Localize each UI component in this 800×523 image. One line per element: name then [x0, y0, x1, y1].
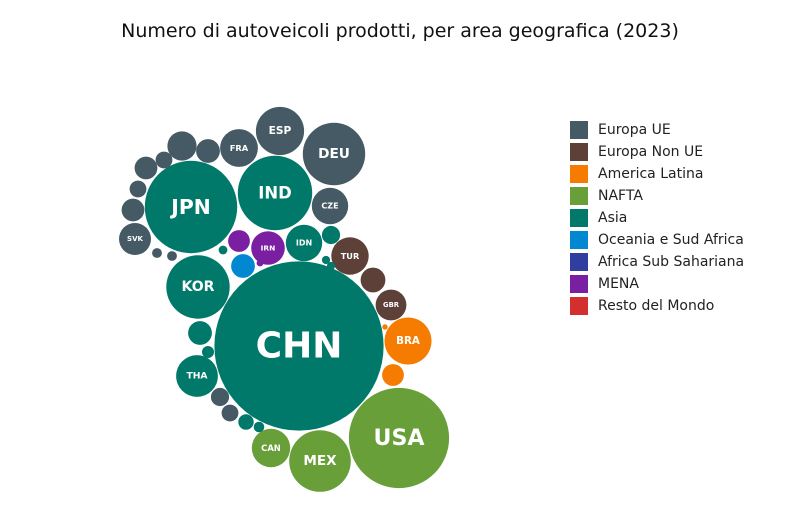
bubble-bra: [384, 317, 432, 365]
bubble-tha: [176, 355, 218, 397]
bubble-deu: [302, 122, 366, 186]
bubble-label-kor: KOR: [182, 279, 215, 295]
bubble-kor: [166, 255, 230, 319]
legend-swatch: [570, 121, 588, 139]
bubble-cze: [311, 187, 349, 225]
bubble-unlabeled: [238, 414, 254, 430]
bubble-tur: [331, 237, 369, 275]
bubble-label-gbr: GBR: [383, 301, 400, 309]
bubble-unlabeled: [218, 245, 228, 255]
legend-swatch: [570, 297, 588, 315]
bubble-unlabeled: [167, 251, 177, 261]
bubble-label-tur: TUR: [341, 251, 360, 261]
bubble-unlabeled: [321, 255, 331, 265]
bubble-label-cze: CZE: [321, 202, 338, 211]
bubble-unlabeled: [202, 346, 214, 358]
legend-swatch: [570, 275, 588, 293]
legend: Europa UE Europa Non UE America Latina NAFT…: [570, 119, 744, 317]
bubble-unlabeled: [228, 230, 250, 252]
bubble-label-ind: IND: [258, 184, 291, 203]
bubble-unlabeled: [152, 248, 162, 258]
bubble-fra: [220, 129, 258, 167]
bubble-label-chn: CHN: [256, 326, 343, 367]
legend-item[interactable]: NAFTA: [570, 185, 744, 207]
bubble-unlabeled: [231, 254, 255, 278]
bubble-unlabeled: [188, 321, 212, 345]
bubble-chn: [214, 261, 384, 431]
bubble-unlabeled: [360, 267, 386, 293]
legend-label: Resto del Mondo: [598, 298, 715, 314]
legend-swatch: [570, 209, 588, 227]
bubble-label-svk: SVK: [127, 235, 143, 243]
legend-item[interactable]: Europa UE: [570, 119, 744, 141]
legend-item[interactable]: Europa Non UE: [570, 141, 744, 163]
legend-swatch: [570, 143, 588, 161]
legend-item[interactable]: MENA: [570, 273, 744, 295]
legend-label: MENA: [598, 276, 639, 292]
bubble-unlabeled: [221, 404, 239, 422]
bubble-svk: [119, 223, 151, 255]
bubble-jpn: [144, 160, 238, 254]
legend-swatch: [570, 253, 588, 271]
bubble-label-fra: FRA: [230, 143, 249, 153]
chart-title: Numero di autoveicoli prodotti, per area…: [121, 20, 679, 42]
legend-label: Europa UE: [598, 122, 671, 138]
bubble-label-can: CAN: [261, 443, 281, 453]
bubble-usa: [348, 387, 450, 489]
bubble-label-esp: ESP: [269, 125, 292, 137]
legend-label: Europa Non UE: [598, 144, 704, 160]
legend-swatch: [570, 187, 588, 205]
bubble-label-usa: USA: [374, 425, 425, 451]
bubble-unlabeled: [321, 225, 341, 245]
bubble-unlabeled: [129, 180, 147, 198]
bubble-label-idn: IDN: [296, 239, 312, 248]
legend-swatch: [570, 165, 588, 183]
bubble-unlabeled: [121, 198, 145, 222]
bubble-unlabeled: [196, 139, 220, 163]
bubble-label-deu: DEU: [318, 146, 350, 162]
legend-swatch: [570, 231, 588, 249]
bubble-unlabeled: [326, 261, 336, 271]
bubble-unlabeled: [167, 131, 197, 161]
bubble-unlabeled: [253, 421, 265, 433]
legend-item[interactable]: Africa Sub Sahariana: [570, 251, 744, 273]
bubble-label-mex: MEX: [303, 453, 337, 469]
bubble-ind: [237, 155, 313, 231]
legend-label: Oceania e Sud Africa: [598, 232, 744, 248]
legend-item[interactable]: Resto del Mondo: [570, 295, 744, 317]
legend-item[interactable]: Oceania e Sud Africa: [570, 229, 744, 251]
legend-label: America Latina: [598, 166, 704, 182]
bubble-unlabeled: [382, 364, 404, 386]
bubble-unlabeled: [256, 259, 264, 267]
bubble-can: [251, 428, 291, 468]
bubble-label-bra: BRA: [396, 335, 420, 347]
legend-label: NAFTA: [598, 188, 643, 204]
bubble-mex: [289, 430, 351, 492]
bubble-unlabeled: [134, 156, 158, 180]
bubble-gbr: [375, 289, 407, 321]
bubble-label-tha: THA: [186, 371, 208, 382]
legend-label: Africa Sub Sahariana: [598, 254, 745, 270]
bubble-irn: [251, 231, 285, 265]
bubble-unlabeled: [155, 151, 173, 169]
bubble-label-jpn: JPN: [169, 195, 210, 219]
legend-label: Asia: [598, 210, 628, 226]
bubble-esp: [255, 106, 305, 156]
bubble-label-irn: IRN: [261, 244, 276, 253]
bubble-unlabeled: [382, 324, 388, 330]
bubble-unlabeled: [210, 387, 230, 407]
legend-item[interactable]: America Latina: [570, 163, 744, 185]
legend-item[interactable]: Asia: [570, 207, 744, 229]
bubble-idn: [285, 224, 323, 262]
